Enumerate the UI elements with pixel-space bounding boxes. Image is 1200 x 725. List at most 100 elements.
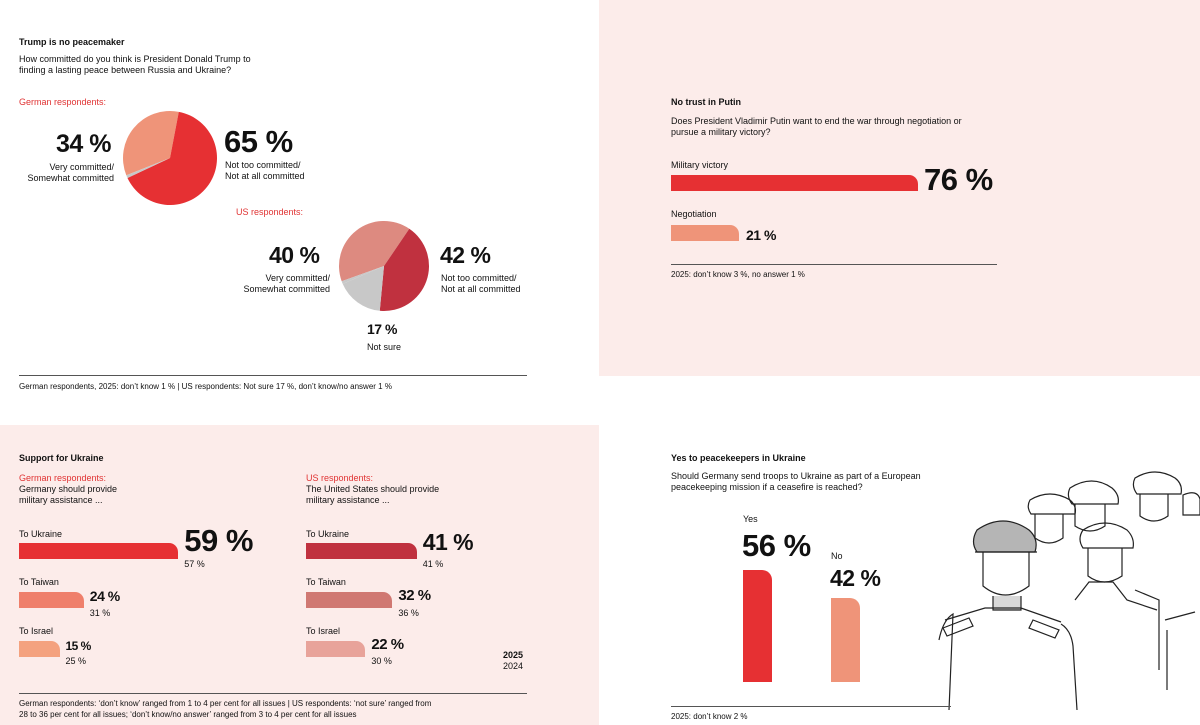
panel-trump-peacemaker: Trump is no peacemaker How committed do … [0,0,560,400]
german-question: Germany should provide military assistan… [19,484,117,506]
head-icon [1087,548,1123,583]
german-ukraine-bar [19,543,179,559]
panel4-question-line: Should Germany send troops to Ukraine as… [671,471,921,481]
label-line: Very committed/ [49,162,114,172]
panel-peacekeepers: Yes to peacekeepers in Ukraine Should Ge… [599,425,1200,725]
german-committed-label: Very committed/ Somewhat committed [27,162,114,184]
question-line: The United States should provide [306,484,440,494]
german-israel-prev: 25 % [65,656,87,666]
yes-value: 56 % [742,528,811,563]
shoulders-icon [944,607,1062,623]
german-taiwan-value: 24 % [89,588,120,604]
footnote-line: German respondents: ‘don’t know’ ranged … [19,699,432,708]
shoulders-icon [1134,589,1160,670]
military-victory-value: 76 % [924,162,993,197]
panel4-divider [671,706,951,707]
us-unsure-label: Not sure [367,342,402,352]
head-icon [1034,514,1064,544]
panel1-divider [19,375,527,376]
helmet-icon [1027,493,1077,515]
panel3-footnote: German respondents: ‘don’t know’ ranged … [19,698,431,720]
german-israel-value: 15 % [65,639,92,653]
helmet-icon [1067,480,1119,505]
pie-slice-not-committed [127,111,217,205]
panel4-title: Yes to peacekeepers in Ukraine [671,453,806,463]
german-taiwan-bar [19,592,84,608]
pie-slice-dont-know [341,266,384,284]
helmet-icon [972,520,1037,553]
legend-current-year: 2025 [503,650,524,660]
panel2-question-line: Does President Vladimir Putin want to en… [671,116,962,126]
military-victory-label: Military victory [671,160,729,170]
label-line: Not at all committed [225,171,305,181]
panel2-footnote: 2025: don’t know 3 %, no answer 1 % [671,270,805,279]
arm-icon [1060,623,1078,710]
us-committed-value: 40 % [269,242,320,268]
panel2-question: Does President Vladimir Putin want to en… [671,116,962,138]
panel1-question-line: finding a lasting peace between Russia a… [19,65,232,75]
head-icon [982,552,1030,596]
yes-bar [743,570,772,682]
military-victory-bar [671,175,918,191]
us-unsure-value: 17 % [367,321,397,337]
german-taiwan-prev: 31 % [89,608,111,618]
helmet-icon [1182,492,1200,516]
negotiation-value: 21 % [746,227,776,243]
label-line: Very committed/ [265,273,330,283]
panel1-question-line: How committed do you think is President … [19,54,251,64]
panel4-question: Should Germany send troops to Ukraine as… [671,471,921,493]
helmet-icon [1079,522,1134,549]
us-committed-label: Very committed/ Somewhat committed [243,273,330,295]
panel4-footnote: 2025: don’t know 2 % [671,712,748,721]
us-ukraine-label: To Ukraine [306,529,350,539]
label-line: Somewhat committed [243,284,330,294]
pie-slice-committed [339,221,410,282]
question-line: military assistance ... [306,495,390,505]
arm-icon [938,612,954,710]
german-taiwan-label: To Taiwan [19,577,59,587]
us-taiwan-value: 32 % [398,587,431,604]
head-icon [1074,504,1106,532]
question-line: Germany should provide [19,484,118,494]
us-ukraine-value: 41 % [422,529,474,555]
us-israel-label: To Israel [306,626,341,636]
helmet-icon [1132,471,1182,495]
shoulders-icon [1074,581,1158,611]
negotiation-label: Negotiation [671,209,717,219]
german-ukraine-value: 59 % [184,523,253,558]
us-respondents-label: US respondents: [236,207,304,217]
epaulette-icon [1028,619,1060,639]
soldiers-illustration [938,471,1200,710]
pie-slice-not-committed [379,228,429,311]
us-israel-value: 22 % [371,636,404,653]
panel1-title: Trump is no peacemaker [19,37,125,47]
label-line: Somewhat committed [27,173,114,183]
panel-support-ukraine: Support for Ukraine German respondents: … [0,425,599,725]
panel2-question-line: pursue a military victory? [671,127,771,137]
us-not-value: 42 % [440,242,491,268]
shoulders-icon [1164,611,1196,621]
german-not-label: Not too committed/ Not at all committed [225,160,305,182]
german-respondents-label: German respondents: [19,97,107,107]
german-respondents-label: German respondents: [19,473,107,483]
question-line: military assistance ... [19,495,103,505]
label-line: Not at all committed [441,284,521,294]
us-respondents-label: US respondents: [306,473,374,483]
german-ukraine-label: To Ukraine [19,529,63,539]
no-label: No [831,551,843,561]
collar-icon [992,596,1022,611]
german-israel-bar [19,641,60,657]
label-line: Not too committed/ [441,273,517,283]
us-taiwan-label: To Taiwan [306,577,346,587]
epaulette-icon [942,617,974,637]
us-taiwan-prev: 36 % [398,608,419,618]
panel2-title: No trust in Putin [671,97,741,107]
us-question: The United States should provide militar… [306,484,439,506]
german-pie-chart [123,111,217,205]
us-israel-prev: 30 % [371,656,392,666]
label-line: Not too committed/ [225,160,301,170]
us-israel-bar [306,641,366,657]
panel2-divider [671,264,997,265]
us-ukraine-bar [306,543,417,559]
head-icon [1139,494,1169,522]
